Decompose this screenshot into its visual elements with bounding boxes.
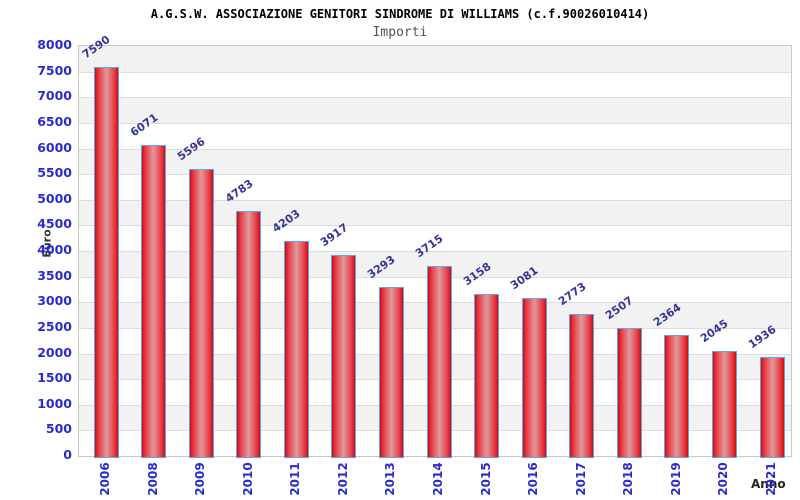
y-tick-label: 3000 (37, 293, 72, 309)
x-tick-label: 2019 (668, 462, 683, 496)
chart-subtitle: Importi (372, 25, 428, 40)
chart-title: A.G.S.W. ASSOCIAZIONE GENITORI SINDROME … (150, 7, 650, 21)
x-tick-label: 2008 (145, 462, 160, 496)
gridline (79, 97, 791, 99)
gridline (79, 122, 791, 124)
x-tick-label: 2006 (98, 462, 112, 496)
bar (759, 356, 785, 458)
bar (188, 169, 214, 458)
x-tick-label: 2010 (240, 462, 255, 496)
x-tick-label: 2012 (335, 462, 350, 496)
x-tick-label: 2015 (478, 462, 493, 496)
y-tick-label: 4500 (37, 216, 72, 232)
bar (283, 240, 309, 458)
x-tick-label: 2014 (431, 462, 445, 496)
bar (141, 144, 167, 458)
y-tick-label: 2000 (37, 344, 72, 360)
x-tick-label: 2013 (383, 462, 398, 496)
gridline (79, 199, 791, 201)
x-tick-label: 2009 (193, 462, 208, 496)
x-tick-label: 2011 (288, 462, 303, 496)
plot-band (79, 97, 791, 123)
plot-band (79, 199, 791, 226)
plot-band (79, 122, 791, 149)
bar (426, 265, 452, 458)
y-tick-label: 3500 (37, 267, 72, 283)
bar (569, 313, 595, 458)
y-tick-label: 6000 (37, 139, 72, 155)
bar (378, 287, 404, 458)
y-tick-label: 500 (45, 421, 72, 437)
x-tick-label: 2016 (526, 462, 541, 496)
y-tick-label: 2500 (37, 318, 72, 334)
bar (711, 351, 737, 458)
y-tick-label: 7500 (37, 62, 72, 78)
bar (664, 334, 690, 458)
x-tick-label: 2017 (573, 462, 588, 496)
plot-band (79, 71, 791, 98)
bar (521, 298, 547, 458)
y-tick-label: 8000 (37, 37, 72, 52)
gridline (79, 251, 791, 252)
y-tick-label: 4000 (37, 242, 72, 257)
plot-band (79, 46, 791, 72)
gridline (79, 225, 791, 227)
y-tick-label: 1000 (37, 395, 72, 411)
y-tick-label: 7000 (37, 88, 72, 104)
y-tick-label: 1500 (37, 370, 72, 386)
x-tick-label: 2021 (764, 462, 778, 496)
x-tick-label: 2018 (621, 462, 636, 496)
bar (236, 210, 262, 458)
plot-area: 7590 6071 5596 4783 4203 3917 3293 3715 3158 3081… (78, 33, 792, 458)
bar (331, 255, 357, 458)
bar (616, 327, 642, 458)
y-tick-label: 5500 (37, 165, 72, 181)
gridline (79, 174, 791, 176)
bar (93, 67, 119, 458)
bar (474, 294, 500, 458)
x-axis-title: Anno (751, 477, 786, 491)
y-tick-label: 5000 (37, 190, 72, 206)
y-tick-label: 0 (63, 447, 72, 462)
x-tick-label: 2020 (716, 462, 731, 496)
plot-band (79, 174, 791, 200)
gridline (79, 148, 791, 150)
gridline (79, 71, 791, 73)
y-tick-label: 6500 (37, 113, 72, 129)
